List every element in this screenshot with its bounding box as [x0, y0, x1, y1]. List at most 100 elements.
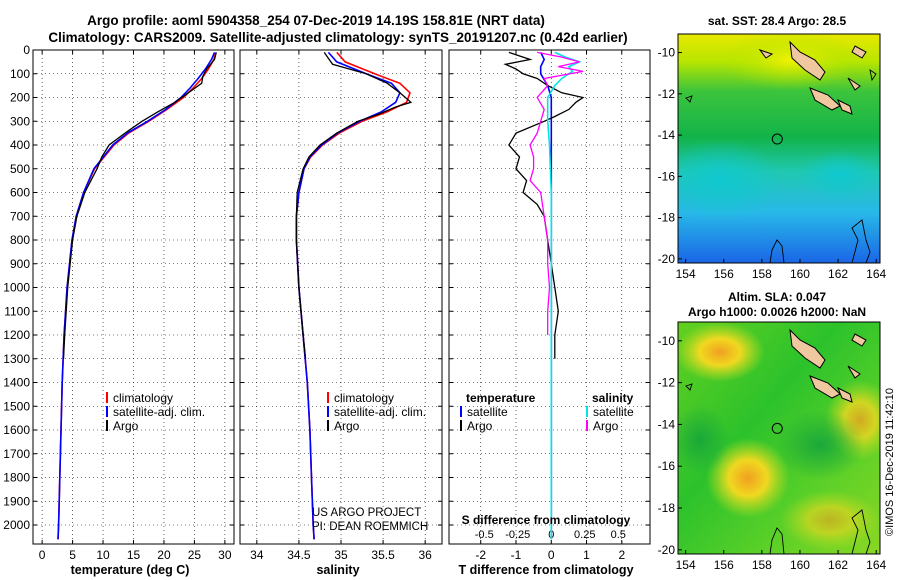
island	[758, 49, 774, 59]
sla-map-title-2: Argo h1000: 0.0026 h2000: NaN	[688, 305, 866, 319]
sla-high-patch	[706, 438, 790, 518]
series-line-satellite-adj-clim-	[295, 51, 401, 540]
lon-tick-label: 162	[828, 267, 848, 281]
sst-map-title: sat. SST: 28.4 Argo: 28.5	[708, 14, 847, 28]
reef-contour	[851, 219, 871, 263]
island	[809, 375, 841, 399]
title-line-1: Argo profile: aoml 5904358_254 07-Dec-20…	[87, 13, 545, 28]
sst-reefs	[685, 69, 877, 263]
sst-land	[758, 40, 867, 115]
lon-tick-label: 156	[714, 267, 734, 281]
sla-lon-tick-labels: 154 156 158 160 162 164	[676, 550, 887, 572]
s-difference-xlabel: S difference from climatology	[462, 513, 631, 527]
x-tick-label: 5	[69, 548, 76, 562]
series-line-t-argo	[503, 51, 585, 359]
sla-map-title-1: Altim. SLA: 0.047	[728, 290, 826, 304]
lat-tick-label: -14	[658, 128, 676, 142]
lat-tick-label: -16	[658, 459, 676, 473]
lat-tick-label: -12	[658, 376, 676, 390]
x-tick-label: 1	[583, 548, 590, 562]
island	[837, 386, 853, 403]
x-tick-label: 15	[127, 548, 141, 562]
depth-tick-label: 900	[10, 257, 30, 271]
x-tick-label: 30	[218, 548, 232, 562]
legend-climatology: climatology	[334, 391, 394, 405]
legend-swatch-climatology	[327, 392, 329, 403]
depth-tick-label: 0	[23, 43, 30, 57]
salinity-legend: climatology satellite-adj. clim. Argo	[327, 391, 426, 433]
reef-contour	[851, 509, 871, 554]
reef-contour	[685, 383, 693, 391]
depth-tick-label: 400	[10, 138, 30, 152]
island	[851, 45, 867, 59]
depth-tick-label: 300	[10, 114, 30, 128]
difference-series	[503, 51, 585, 540]
depth-tick-label: 2000	[3, 518, 30, 532]
depth-tick-label: 600	[10, 186, 30, 200]
lat-tick-label: -12	[658, 87, 676, 101]
lon-tick-label: 160	[790, 558, 810, 572]
temperature-series	[57, 52, 217, 540]
pi-annotation: PI: DEAN ROEMMICH	[312, 521, 428, 533]
x-tick-label: 2	[618, 548, 625, 562]
depth-tick-label: 1400	[3, 376, 30, 390]
legend-salinity-title: salinity	[592, 391, 634, 405]
legend-s-argo: Argo	[593, 419, 619, 433]
temperature-legend: climatology satellite-adj. clim. Argo	[106, 391, 205, 433]
island	[789, 40, 826, 81]
sst-cyan-patch	[800, 150, 880, 200]
lon-tick-label: 154	[676, 267, 696, 281]
legend-swatch-s-argo	[586, 420, 588, 431]
depth-tick-label: 1200	[3, 328, 30, 342]
sla-map-frame	[677, 321, 881, 555]
legend-climatology: climatology	[113, 391, 173, 405]
legend-satellite: satellite-adj. clim.	[334, 405, 426, 419]
x-tick-label: 10	[96, 548, 110, 562]
sla-high-patch	[780, 490, 880, 550]
island	[851, 333, 867, 347]
lat-tick-label: -10	[658, 334, 676, 348]
series-line-t-satellite	[539, 52, 553, 540]
temperature-axes-frame	[32, 49, 235, 545]
salinity-panel: 34 34.5 35 35.5 36 salinity climatology sate…	[239, 49, 443, 577]
legend-swatch-satellite	[327, 406, 329, 417]
depth-tick-label: 1500	[3, 399, 30, 413]
legend-t-satellite: satellite	[467, 405, 508, 419]
legend-temperature-title: temperature	[466, 391, 536, 405]
legend-swatch-s-satellite	[586, 406, 588, 417]
legend-swatch-t-satellite	[460, 406, 462, 417]
t-difference-xlabel: T difference from climatology	[458, 563, 633, 577]
sst-map-panel: sat. SST: 28.4 Argo: 28.5 154 1	[658, 14, 887, 281]
x-tick-label: 0	[548, 548, 555, 562]
s-tick-label: -0.5	[475, 529, 494, 541]
depth-tick-label: 1700	[3, 447, 30, 461]
depth-tick-label: 1900	[3, 494, 30, 508]
x-tick-label: 35	[334, 548, 348, 562]
t-difference-tick-labels: -2 -1 0 1 2	[475, 548, 625, 562]
lon-tick-label: 160	[790, 267, 810, 281]
lon-tick-label: 164	[866, 267, 886, 281]
temperature-grid	[33, 49, 234, 544]
legend-swatch-climatology	[106, 392, 108, 403]
x-tick-label: -2	[475, 548, 486, 562]
sst-warm-patch	[720, 34, 860, 90]
lat-tick-label: -10	[658, 46, 676, 60]
x-tick-label: 20	[157, 548, 171, 562]
depth-tick-label: 1600	[3, 423, 30, 437]
reef-contour	[769, 527, 785, 554]
difference-legend: temperature satellite Argo salinity sate…	[460, 391, 634, 433]
sla-low-patch	[775, 410, 865, 480]
x-tick-label: 34	[250, 548, 264, 562]
difference-axes-frame	[448, 49, 651, 545]
lon-tick-label: 164	[866, 558, 886, 572]
sla-argo-marker	[771, 422, 783, 434]
lon-tick-label: 158	[752, 558, 772, 572]
difference-grid	[449, 49, 650, 544]
legend-swatch-t-argo	[460, 420, 462, 431]
x-tick-label: -1	[511, 548, 522, 562]
legend-argo: Argo	[334, 419, 360, 433]
island	[847, 365, 861, 379]
depth-tick-label: 800	[10, 233, 30, 247]
lat-tick-label: -18	[658, 211, 676, 225]
lon-tick-label: 156	[714, 558, 734, 572]
